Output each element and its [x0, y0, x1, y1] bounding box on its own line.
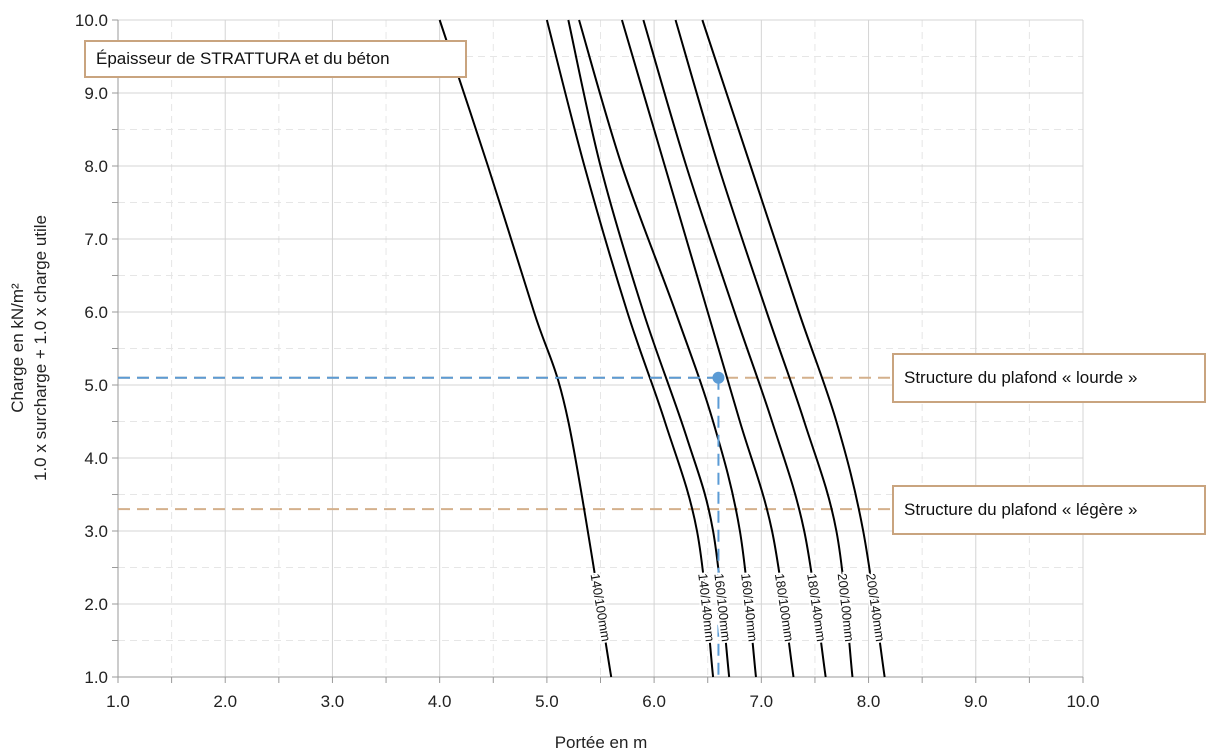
series-line — [545, 19, 715, 678]
x-tick-label: 2.0 — [213, 692, 237, 711]
y-tick-label: 7.0 — [84, 230, 108, 249]
y-tick-label: 1.0 — [84, 668, 108, 687]
reference-label-light: Structure du plafond « légère » — [892, 485, 1206, 535]
y-tick-label: 5.0 — [84, 376, 108, 395]
y-tick-label: 10.0 — [75, 11, 108, 30]
y-axis-title-line-2: 1.0 x surcharge + 1.0 x charge utile — [31, 215, 50, 481]
y-tick-label: 9.0 — [84, 84, 108, 103]
y-tick-label: 4.0 — [84, 449, 108, 468]
series-label: 200/140mm — [863, 572, 888, 642]
reference-lines — [118, 376, 893, 511]
x-tick-label: 7.0 — [750, 692, 774, 711]
series-line — [674, 19, 854, 678]
y-tick-label: 3.0 — [84, 522, 108, 541]
series-label: 160/140mm — [738, 573, 760, 643]
y-axis-title-line-1: Charge en kN/m² — [8, 283, 27, 413]
y-tick-label: 8.0 — [84, 157, 108, 176]
x-axis-title: Portée en m — [555, 733, 648, 752]
y-tick-label: 6.0 — [84, 303, 108, 322]
series-label: 140/100mm — [588, 572, 614, 642]
example-reading — [118, 371, 725, 677]
example-point — [712, 371, 725, 384]
axes — [112, 19, 1084, 683]
series-line — [701, 19, 886, 678]
x-tick-label: 6.0 — [642, 692, 666, 711]
series-label: 180/100mm — [772, 572, 797, 642]
x-tick-label: 5.0 — [535, 692, 559, 711]
series-curves — [438, 19, 886, 678]
x-tick-label: 10.0 — [1066, 692, 1099, 711]
x-tick-label: 4.0 — [428, 692, 452, 711]
series-label: 200/100mm — [835, 573, 857, 643]
x-tick-label: 3.0 — [321, 692, 345, 711]
series-line — [642, 19, 827, 678]
series-line — [438, 19, 613, 678]
tick-labels: 1.0 2.0 3.0 4.0 5.0 6.0 7.0 8.0 9.0 10.0 1.0 2.0 3.0… — [75, 11, 1100, 711]
series-line — [578, 19, 757, 678]
series-line — [567, 19, 731, 678]
chart-title: Épaisseur de STRATTURA et du béton — [84, 40, 467, 78]
reference-label-heavy: Structure du plafond « lourde » — [892, 353, 1206, 403]
x-tick-label: 8.0 — [857, 692, 881, 711]
y-tick-label: 2.0 — [84, 595, 108, 614]
minor-grid — [118, 20, 1083, 677]
series-line — [620, 19, 795, 678]
x-tick-label: 9.0 — [964, 692, 988, 711]
x-tick-label: 1.0 — [106, 692, 130, 711]
series-label: 180/140mm — [804, 572, 829, 642]
